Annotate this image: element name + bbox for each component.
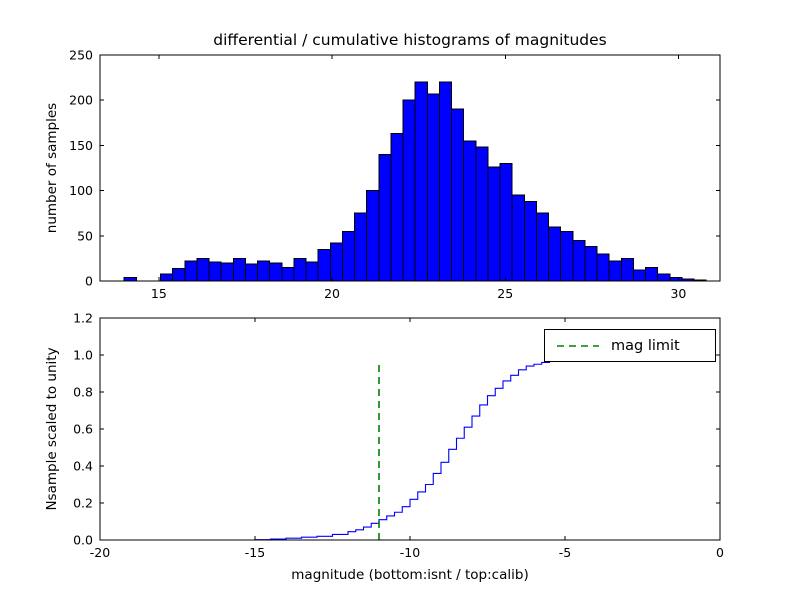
legend-dashed-line-icon <box>557 344 599 347</box>
cumulative-histogram-xtick-label: -20 <box>90 545 110 560</box>
bottom-xlabel: magnitude (bottom:isnt / top:calib) <box>291 567 529 583</box>
differential-histogram-xtick-label: 30 <box>670 286 686 301</box>
differential-histogram-xtick-label: 20 <box>324 286 340 301</box>
differential-histogram-ytick-label: 250 <box>69 48 93 63</box>
differential-histogram-ytick-label: 100 <box>69 183 93 198</box>
cumulative-histogram-ytick-label: 0.4 <box>73 459 93 474</box>
bottom-ylabel: Nsample scaled to unity <box>44 347 60 511</box>
cumulative-histogram-xtick-label: -15 <box>245 545 265 560</box>
legend: mag limit <box>544 329 716 362</box>
cumulative-step-line <box>255 354 720 540</box>
cumulative-histogram-ytick-label: 0.2 <box>73 496 93 511</box>
cumulative-histogram-ytick-label: 0.8 <box>73 385 93 400</box>
top-ylabel: number of samples <box>44 102 60 234</box>
cumulative-histogram-ytick-label: 1.0 <box>73 348 93 363</box>
cumulative-histogram-ytick-label: 0.0 <box>73 533 93 548</box>
differential-histogram-xtick-label: 25 <box>497 286 513 301</box>
cumulative-histogram-ytick-label: 0.6 <box>73 422 93 437</box>
differential-histogram-ytick-label: 150 <box>69 138 93 153</box>
differential-histogram-frame <box>99 54 721 282</box>
differential-histogram-ytick-label: 50 <box>77 228 93 243</box>
cumulative-histogram <box>255 354 720 540</box>
chart-title: differential / cumulative histograms of … <box>213 31 607 49</box>
cumulative-histogram-ytick-label: 1.2 <box>73 311 93 326</box>
differential-histogram-ytick-label: 0 <box>85 274 93 289</box>
differential-histogram <box>123 81 707 281</box>
cumulative-histogram-xtick-label: -10 <box>400 545 420 560</box>
differential-histogram-ytick-label: 200 <box>69 93 93 108</box>
differential-histogram-xtick-label: 15 <box>151 286 167 301</box>
cumulative-histogram-xtick-label: -5 <box>559 545 571 560</box>
histogram-bars <box>123 81 707 281</box>
legend-label: mag limit <box>611 337 680 354</box>
cumulative-histogram-xtick-label: 0 <box>716 545 724 560</box>
